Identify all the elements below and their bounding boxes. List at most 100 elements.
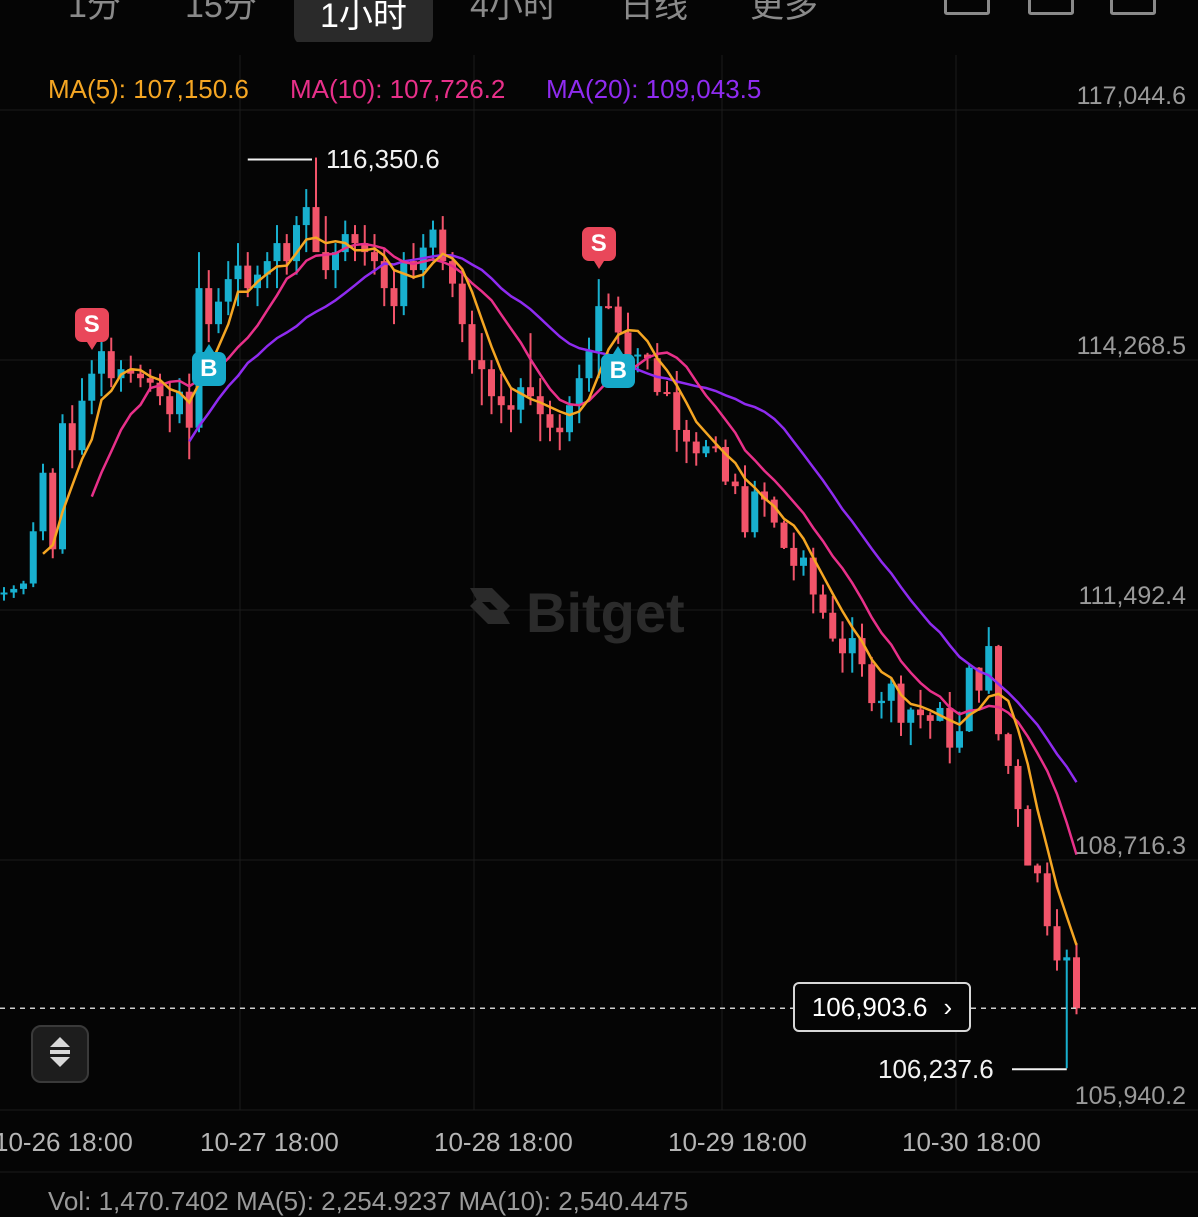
volume-legend: Vol: 1,470.7402 MA(5): 2,254.9237 MA(10)…: [48, 1186, 689, 1216]
candle-body: [137, 373, 144, 379]
ma20-legend: MA(20): 109,043.5: [546, 74, 762, 104]
timeframe-tab-bar: 1分 15分 1小时 4小时 日线 更多: [0, 0, 1198, 42]
candle-body: [78, 400, 86, 451]
buy-signal-marker[interactable]: B: [191, 344, 226, 387]
bitget-logo-icon: [462, 578, 518, 647]
current-price-value: 106,903.6: [811, 991, 928, 1022]
candle-body: [107, 351, 115, 379]
high-price-label: 116,350.6: [326, 144, 440, 174]
candle-body: [663, 392, 671, 395]
candle-body: [702, 446, 710, 454]
candle-body: [468, 324, 476, 361]
candle-body: [527, 387, 534, 397]
candle-body: [410, 261, 417, 271]
ma20-line: [188, 253, 1078, 783]
candle-body: [361, 243, 369, 253]
candle-body: [429, 229, 437, 248]
candle-body: [458, 283, 466, 325]
candle-body: [293, 225, 300, 262]
candle-body: [390, 288, 398, 307]
tab-4h[interactable]: 4小时: [470, 0, 557, 25]
candle-body: [819, 594, 827, 613]
candle-body: [566, 405, 573, 433]
candle-body: [234, 265, 242, 280]
x-tick-label: 10-30 18:00: [902, 1127, 1041, 1157]
candle-body: [868, 664, 876, 704]
scale-toggle-button[interactable]: [31, 1025, 89, 1083]
candle-body: [556, 427, 564, 433]
y-tick-label: 111,492.4: [1078, 582, 1186, 610]
candle-body: [536, 396, 544, 415]
candle-body: [449, 261, 456, 284]
candle-body: [68, 423, 76, 451]
candle-body: [263, 261, 271, 275]
current-price-tag[interactable]: 106,903.6 ›: [793, 982, 971, 1032]
candle-body: [839, 638, 846, 654]
candle-body: [1014, 765, 1022, 810]
candle-body: [653, 358, 661, 393]
candle-body: [507, 405, 515, 410]
candle-body: [605, 306, 612, 309]
candle-body: [127, 369, 135, 374]
candle-body: [644, 354, 651, 359]
candle-body: [624, 332, 632, 355]
candle-body: [488, 369, 495, 397]
candle-body: [546, 414, 554, 428]
candle-body: [400, 261, 408, 307]
candle-body: [595, 306, 603, 352]
candle-body: [302, 207, 310, 226]
candle-body: [312, 207, 320, 253]
candle-body: [20, 583, 27, 589]
candle-body: [29, 531, 37, 584]
ma10-line: [90, 242, 1078, 855]
candle-body: [166, 396, 174, 415]
sell-signal-marker[interactable]: S: [581, 227, 616, 270]
tab-1h[interactable]: 1小时: [294, 0, 433, 42]
candle-body: [858, 638, 866, 665]
vertical-arrows-icon: [45, 1035, 75, 1074]
candle-body: [975, 667, 983, 691]
candle-body: [380, 261, 388, 289]
candle-body: [497, 396, 505, 406]
candle-body: [224, 279, 232, 302]
tab-15m[interactable]: 15分: [185, 0, 257, 25]
candle-body: [1043, 873, 1051, 927]
candle-body: [439, 229, 447, 262]
x-tick-label: 10-29 18:00: [668, 1127, 807, 1157]
tab-1d[interactable]: 日线: [620, 0, 688, 25]
candle-body: [1024, 809, 1032, 866]
candle-body: [146, 378, 154, 383]
draw-tool-icon[interactable]: [1028, 0, 1074, 15]
candle-body: [712, 446, 720, 449]
indicator-settings-icon[interactable]: [944, 0, 990, 15]
tab-more[interactable]: 更多: [750, 0, 818, 25]
candle-body: [59, 423, 66, 550]
settings-icon[interactable]: [1110, 0, 1156, 15]
candle-body: [946, 707, 954, 748]
chevron-right-icon: ›: [943, 991, 953, 1022]
x-tick-label: 10-26 18:00: [0, 1127, 133, 1157]
candle-body: [761, 491, 768, 500]
candle-body: [965, 667, 973, 732]
candle-body: [800, 557, 807, 566]
candle-body: [809, 557, 817, 595]
tab-1m[interactable]: 1分: [68, 0, 121, 25]
candle-body: [0, 592, 8, 595]
candle-body: [1063, 957, 1071, 961]
bitget-watermark: Bitget: [462, 578, 685, 647]
candle-body: [995, 646, 1002, 735]
candle-body: [692, 441, 700, 454]
candle-body: [185, 391, 193, 428]
sell-signal-marker[interactable]: S: [74, 308, 109, 351]
candle-body: [751, 491, 759, 533]
candle-body: [887, 683, 895, 701]
candle-body: [878, 700, 885, 704]
candle-body: [907, 709, 915, 723]
candle-body: [215, 301, 222, 325]
watermark-text: Bitget: [526, 581, 685, 644]
x-tick-label: 10-28 18:00: [434, 1127, 573, 1157]
candle-body: [283, 243, 291, 262]
buy-signal-marker[interactable]: B: [601, 345, 636, 388]
candle-body: [614, 306, 622, 333]
candle-body: [634, 354, 642, 357]
